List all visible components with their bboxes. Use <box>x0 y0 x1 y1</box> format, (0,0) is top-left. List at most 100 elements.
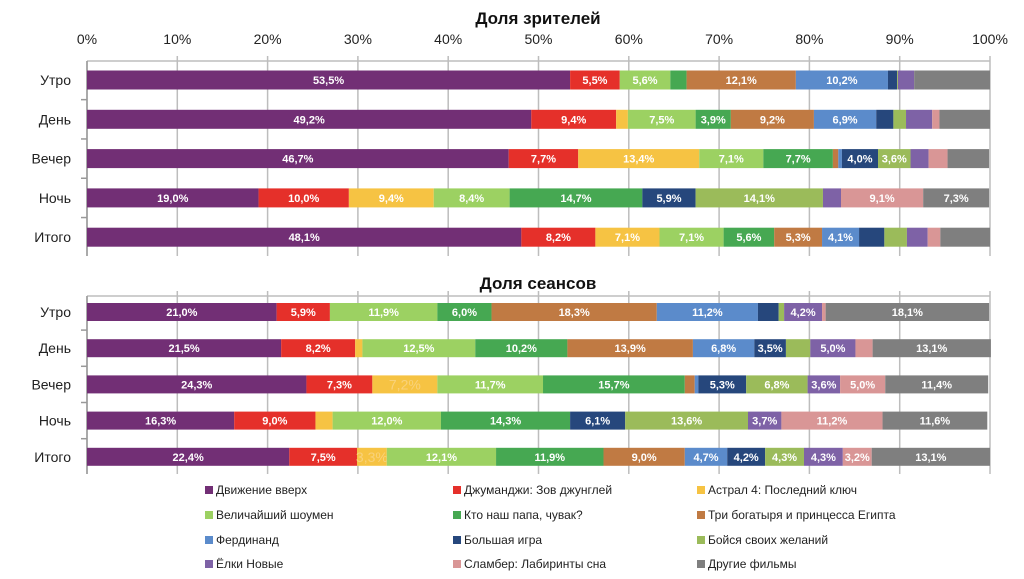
bar-segment <box>785 339 811 358</box>
bar-segment <box>859 227 885 247</box>
bar-segment <box>914 70 990 90</box>
legend-swatch <box>205 486 213 494</box>
legend-item: Кто наш папа, чувак? <box>453 508 583 522</box>
data-label: 4,1% <box>828 232 853 244</box>
bar-segment <box>723 227 775 247</box>
bar-segment <box>887 70 897 90</box>
bar-segment <box>757 303 779 321</box>
data-label: 5,9% <box>291 307 316 319</box>
chart-title: Доля сеансов <box>480 274 597 293</box>
data-label: 9,2% <box>760 114 785 126</box>
bar-segment <box>855 339 873 358</box>
legend-label: Кто наш папа, чувак? <box>464 508 583 522</box>
legend-item: Другие фильмы <box>697 557 796 571</box>
bar-segment <box>362 339 476 358</box>
bar-segment <box>87 375 307 394</box>
bar-segment <box>807 375 841 394</box>
data-label: 7,1% <box>719 154 744 166</box>
bar-segment <box>910 149 929 169</box>
bar-segment <box>433 188 510 208</box>
legend: Движение вверх Джуманджи: Зов джунглей Аст… <box>205 483 896 571</box>
category-label: Ночь <box>39 413 71 429</box>
data-label: 13,4% <box>623 154 654 166</box>
data-label: 7,2% <box>389 376 421 392</box>
data-label: 21,5% <box>168 343 199 355</box>
bar-segment <box>684 375 695 394</box>
legend-label: Большая игра <box>464 533 542 547</box>
data-label: 5,0% <box>820 343 845 355</box>
bar-segment <box>509 188 643 208</box>
data-label: 5,6% <box>633 75 658 87</box>
x-tick-label: 80% <box>795 31 823 47</box>
bar-segment <box>774 227 823 247</box>
bar-segment <box>778 303 785 321</box>
data-label: 13,1% <box>915 452 946 464</box>
legend-swatch <box>453 486 461 494</box>
data-label: 53,5% <box>313 75 344 87</box>
bar-segment <box>747 411 782 430</box>
bar-segment <box>355 339 363 358</box>
data-label: 7,3% <box>944 193 969 205</box>
data-label: 6,1% <box>585 416 610 428</box>
data-label: 13,6% <box>671 416 702 428</box>
legend-label: Астрал 4: Последний ключ <box>708 483 857 497</box>
data-label: 11,4% <box>921 379 952 391</box>
data-label: 18,1% <box>892 307 923 319</box>
data-label: 10,2% <box>506 343 537 355</box>
bar-segment <box>508 149 579 169</box>
bar-segment <box>781 411 883 430</box>
bar-segment <box>763 149 833 169</box>
legend-swatch <box>453 560 461 568</box>
bar-segment <box>258 188 349 208</box>
bar-segment <box>281 339 356 358</box>
data-label: 4,3% <box>811 452 836 464</box>
data-label: 10,2% <box>826 75 857 87</box>
bar-segment <box>87 227 522 247</box>
data-label: 11,7% <box>475 379 506 391</box>
data-label: 16,3% <box>145 416 176 428</box>
bar-segment <box>684 447 728 466</box>
data-label: 13,9% <box>615 343 646 355</box>
bar-segment <box>832 149 839 169</box>
bar-segment <box>841 149 879 169</box>
bar-segment <box>784 303 823 321</box>
data-label: 3,6% <box>882 154 907 166</box>
x-tick-label: 20% <box>254 31 282 47</box>
bar-segment <box>884 227 907 247</box>
bar-segment <box>87 70 571 90</box>
data-label: 8,4% <box>459 193 484 205</box>
data-label: 5,5% <box>582 75 607 87</box>
legend-label: Сламбер: Лабиринты сна <box>464 557 606 571</box>
bar-segment <box>578 149 700 169</box>
legend-label: Величайший шоумен <box>216 508 334 522</box>
data-label: 10,0% <box>288 193 319 205</box>
bar-segment <box>87 109 532 129</box>
category-label: Утро <box>40 304 71 320</box>
data-label: 6,9% <box>833 114 858 126</box>
bar-segment <box>642 188 696 208</box>
category-label: Ночь <box>39 190 71 206</box>
bar-segment <box>838 149 842 169</box>
data-label: 3,6% <box>811 379 836 391</box>
bar-segment <box>754 339 786 358</box>
bar-segment <box>698 375 747 394</box>
data-label: 19,0% <box>157 193 188 205</box>
bar-segment <box>939 109 990 129</box>
bar-segment <box>906 109 933 129</box>
x-tick-label: 90% <box>886 31 914 47</box>
bar-segment <box>315 411 333 430</box>
data-label: 9,4% <box>561 114 586 126</box>
bar-segment <box>810 339 856 358</box>
bar-segment <box>386 447 497 466</box>
bar-segment <box>531 109 617 129</box>
bar-segment <box>897 70 915 90</box>
bar-segment <box>234 411 316 430</box>
bar-segment <box>841 188 924 208</box>
bar-segment <box>692 339 755 358</box>
data-label: 6,8% <box>711 343 736 355</box>
data-label: 12,1% <box>426 452 457 464</box>
bar-segment <box>686 70 796 90</box>
bar-segment <box>603 447 685 466</box>
data-label: 11,6% <box>920 416 951 428</box>
